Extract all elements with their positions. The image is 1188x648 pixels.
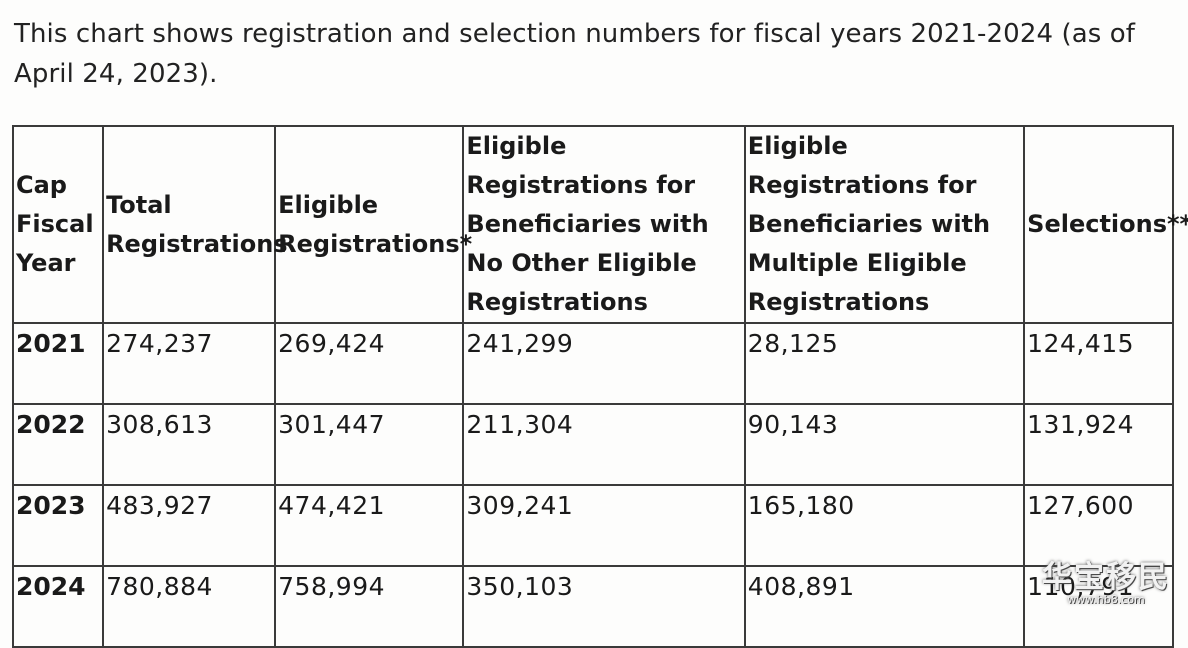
cell-year: 2022 [11,403,105,486]
cell-selections: 124,415 [1023,322,1174,405]
cell-selections: 127,600 [1023,484,1174,567]
cell-total-registrations: 274,237 [102,322,277,405]
cell-selections: 131,924 [1023,403,1174,486]
cell-multiple-eligible: 408,891 [743,565,1026,648]
cell-total-registrations: 483,927 [102,484,277,567]
cell-no-other-eligible: 309,241 [462,484,746,567]
table-row: 2023 483,927 474,421 309,241 165,180 127… [11,484,1174,567]
header-multiple-eligible: Eligible Registrations for Beneficiaries… [743,125,1026,324]
cell-eligible-registrations: 269,424 [274,322,465,405]
cell-year: 2021 [11,322,105,405]
registration-table: Cap Fiscal Year Total Registrations Elig… [11,125,1188,648]
watermark-url: www.hb8.com [1067,593,1145,606]
watermark-logo: 华宝移民 www.hb8.com [1042,562,1170,606]
cell-eligible-registrations: 474,421 [274,484,465,567]
header-total-registrations: Total Registrations [102,125,288,324]
watermark-text: 华宝移民 [1042,560,1170,595]
cell-multiple-eligible: 165,180 [743,484,1026,567]
cell-multiple-eligible: 90,143 [743,403,1026,486]
cell-no-other-eligible: 241,299 [462,322,746,405]
cell-no-other-eligible: 350,103 [462,565,746,648]
cell-eligible-registrations: 758,994 [274,565,465,648]
cell-eligible-registrations: 301,447 [274,403,465,486]
header-eligible-registrations: Eligible Registrations* [274,125,472,324]
intro-paragraph: This chart shows registration and select… [14,19,1136,89]
table-row: 2022 308,613 301,447 211,304 90,143 131,… [11,403,1174,486]
header-cap-fiscal-year: Cap Fiscal Year [11,125,105,324]
cell-no-other-eligible: 211,304 [462,403,746,486]
cell-total-registrations: 780,884 [102,565,277,648]
table-row: 2021 274,237 269,424 241,299 28,125 124,… [11,322,1174,405]
cell-multiple-eligible: 28,125 [743,322,1026,405]
table-header-row: Cap Fiscal Year Total Registrations Elig… [11,125,1188,324]
header-selections: Selections** [1023,125,1188,324]
cell-total-registrations: 308,613 [102,403,277,486]
cell-year: 2023 [11,484,105,567]
cell-year: 2024 [11,565,105,648]
header-no-other-eligible: Eligible Registrations for Beneficiaries… [462,125,746,324]
table-row: 2024 780,884 758,994 350,103 408,891 110… [11,565,1174,648]
